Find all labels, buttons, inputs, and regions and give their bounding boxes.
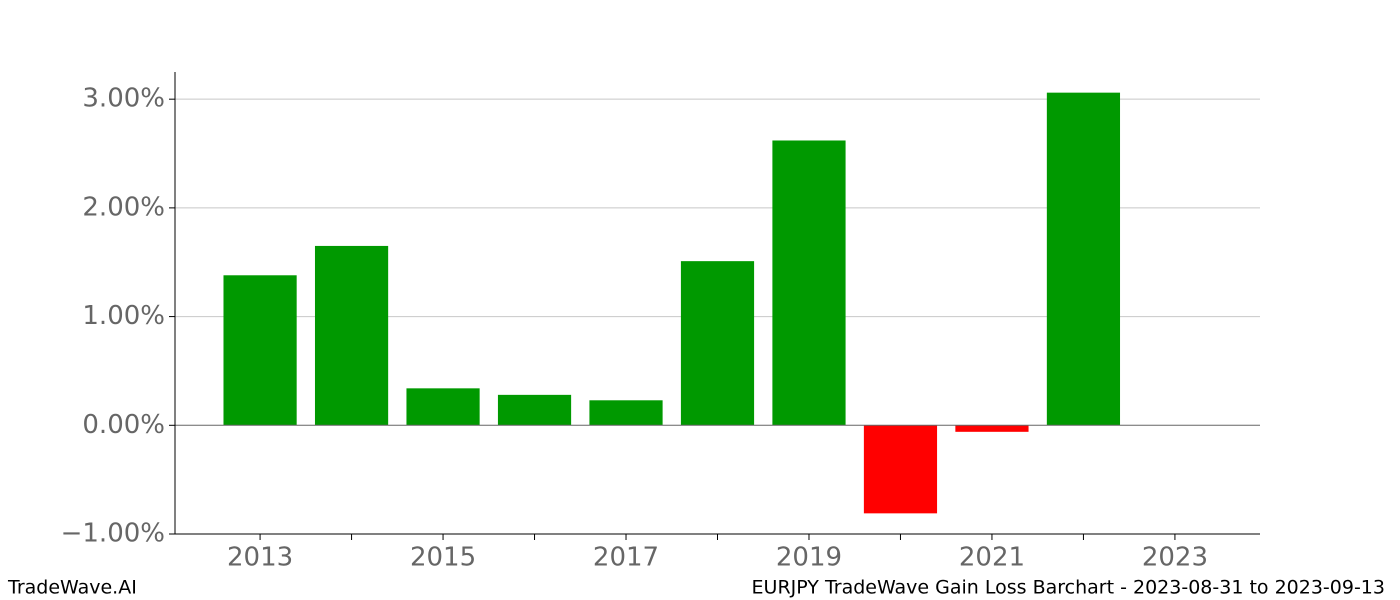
y-tick-label: −1.00% xyxy=(61,519,165,549)
x-tick-label: 2017 xyxy=(593,543,659,573)
x-tick-label: 2023 xyxy=(1142,543,1208,573)
y-tick-label: 3.00% xyxy=(82,84,165,114)
bar xyxy=(680,261,755,426)
bar xyxy=(1046,92,1121,426)
chart-title: EURJPY TradeWave Gain Loss Barchart - 20… xyxy=(752,577,1385,599)
brand: TradeWave.AI xyxy=(7,577,137,599)
bar xyxy=(772,140,846,426)
y-tick-label: 1.00% xyxy=(82,301,165,331)
x-tick-label: 2015 xyxy=(410,543,476,573)
bar xyxy=(955,425,1029,432)
x-tick-label: 2021 xyxy=(959,543,1025,573)
bar xyxy=(314,245,389,426)
y-tick-label: 2.00% xyxy=(82,192,165,222)
bar xyxy=(863,425,938,514)
bar xyxy=(589,400,663,426)
y-tick-label: 0.00% xyxy=(82,410,165,440)
bar xyxy=(497,394,572,426)
bar xyxy=(223,275,297,426)
x-tick-label: 2019 xyxy=(776,543,842,573)
bar xyxy=(406,388,480,426)
x-tick-label: 2013 xyxy=(227,543,293,573)
